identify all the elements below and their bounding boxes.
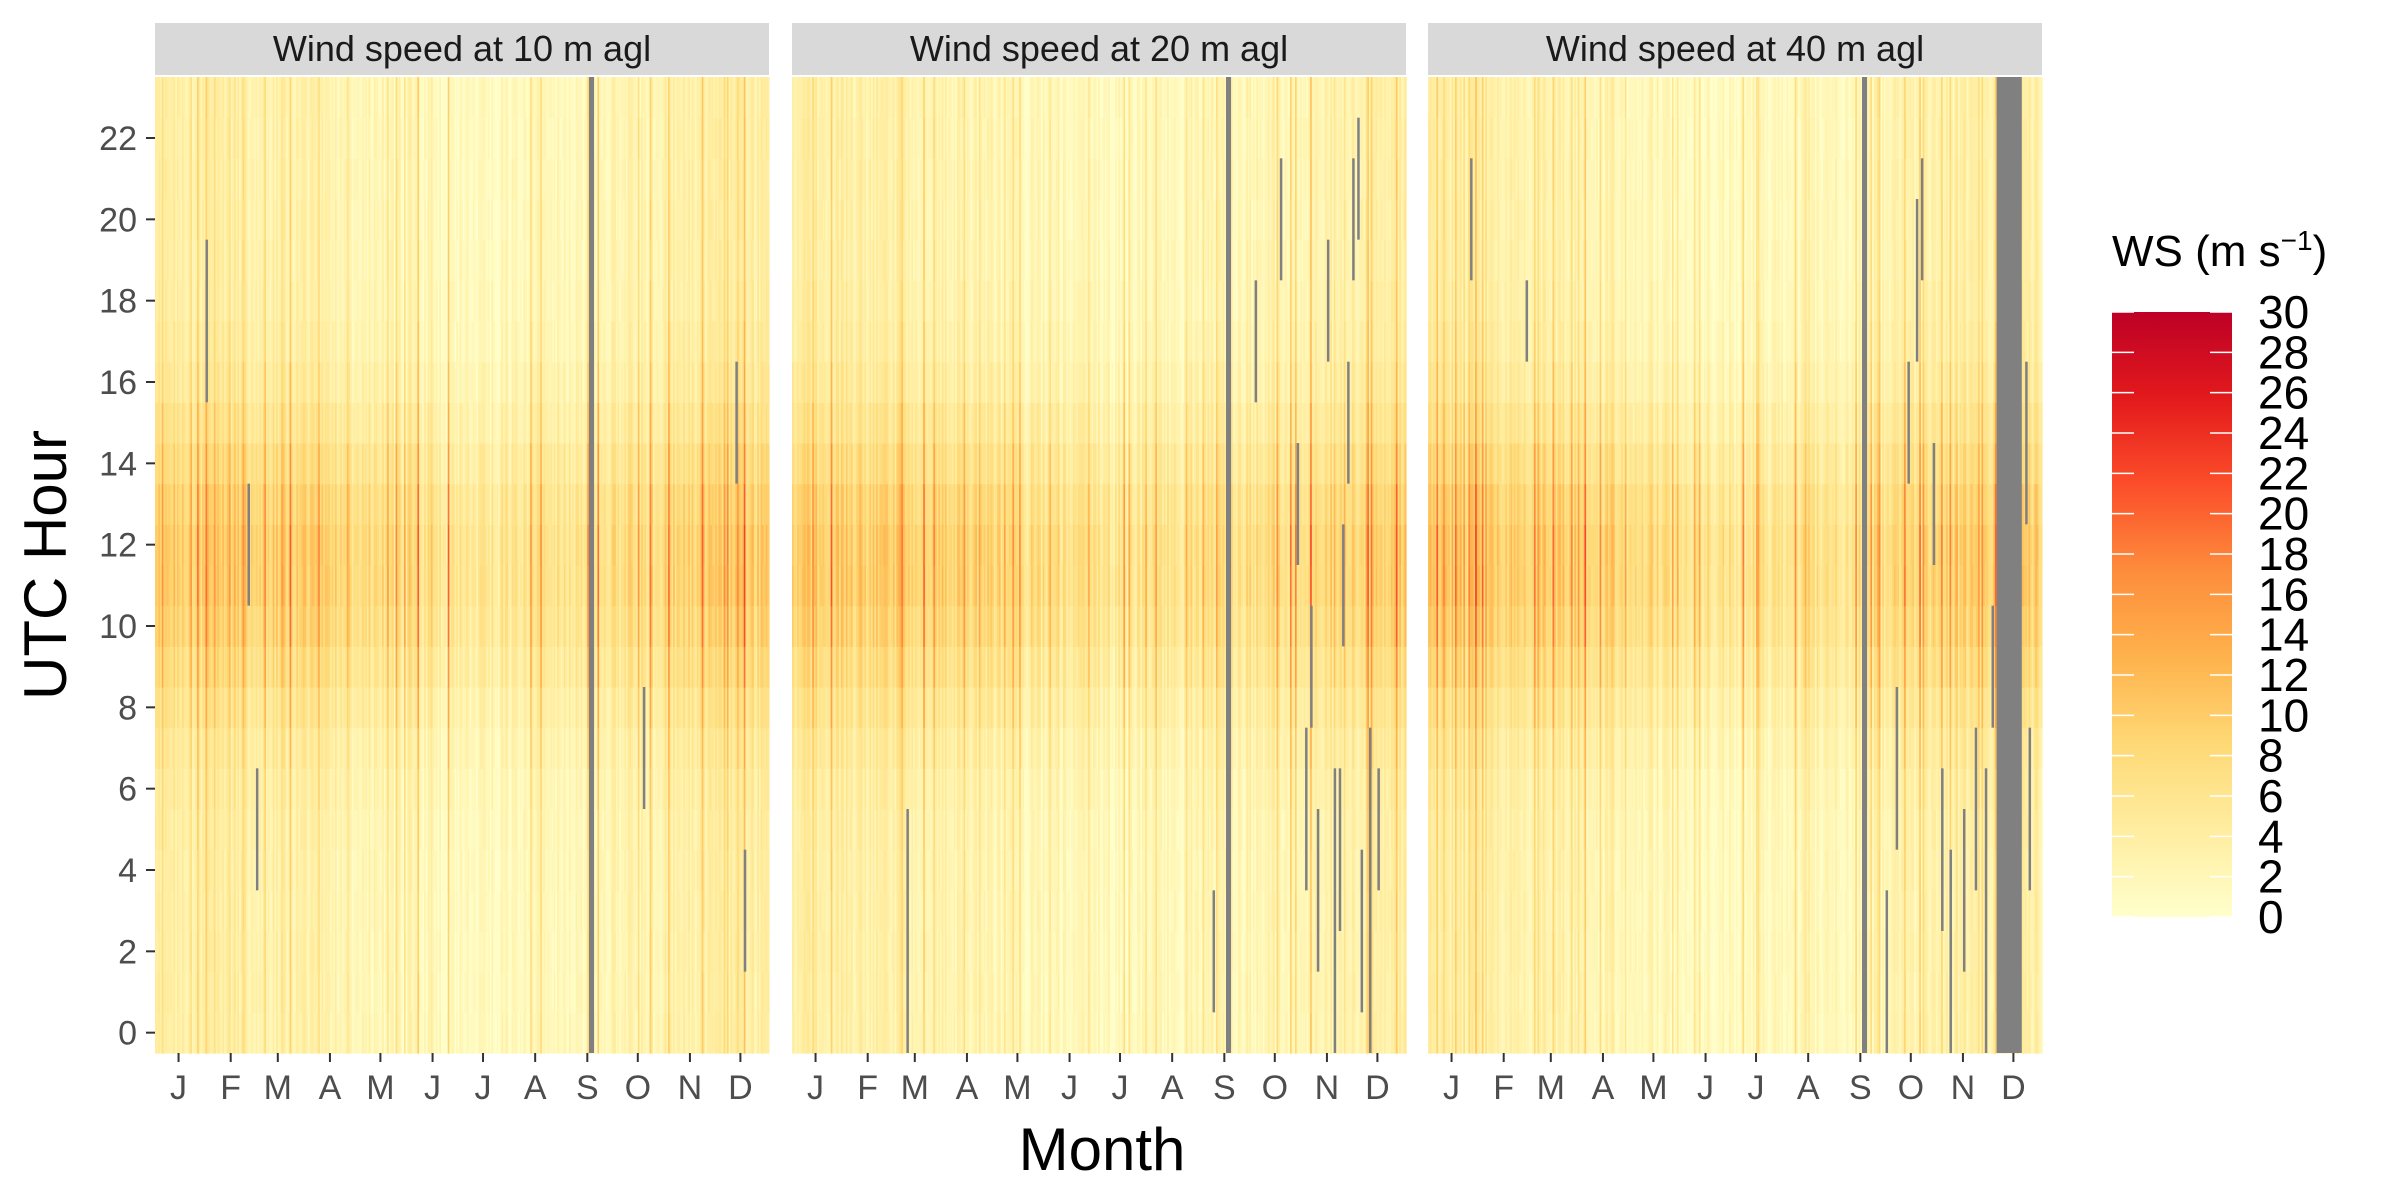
heatmap-cells	[155, 77, 770, 1054]
panel-title: Wind speed at 10 m agl	[273, 28, 651, 69]
